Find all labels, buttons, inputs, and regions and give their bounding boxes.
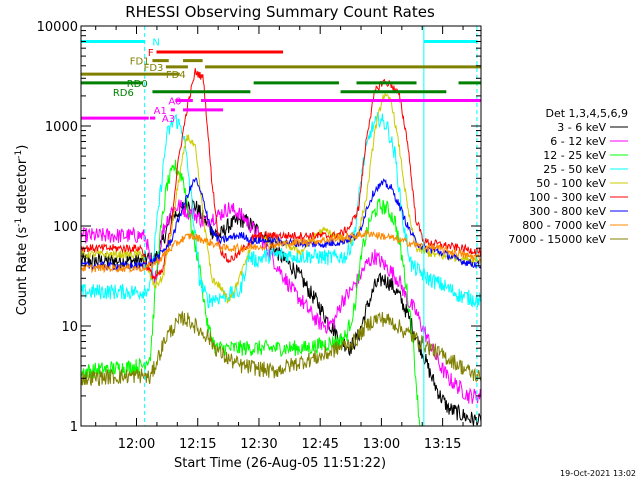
y-tick-label-1: 10 (61, 320, 78, 335)
state-bar-label-f: F (148, 48, 154, 59)
legend-label-5: 100 - 300 keV (529, 191, 606, 204)
x-tick-label-1: 12:15 (179, 437, 216, 452)
legend-label-8: 7000 - 15000 keV (508, 233, 606, 246)
chart-title: RHESSI Observing Summary Count Rates (125, 3, 435, 21)
legend-label-3: 25 - 50 keV (543, 163, 606, 176)
state-bar-label-a0: A0 (168, 96, 181, 107)
series-layer (80, 68, 482, 427)
legend-label-1: 6 - 12 keV (550, 135, 606, 148)
series-line-7 (80, 229, 482, 274)
axes-layer: 12:00 12:15 12:30 12:45 13:00 13:15 1 10 100 1000… (37, 20, 481, 452)
legend-label-2: 12 - 25 keV (543, 149, 606, 162)
y-axis-label-mid: detector (15, 158, 30, 218)
series-line-8 (80, 311, 482, 387)
x-tick-label-0: 12:00 (118, 437, 155, 452)
state-bar-label-a1: A1 (154, 106, 167, 117)
x-tick-label-3: 12:45 (301, 437, 338, 452)
legend-title: Det 1,3,4,5,6,9 (545, 107, 628, 120)
state-bar-label-n: N (152, 37, 159, 48)
y-axis-label-end: ) (15, 145, 30, 150)
y-tick-label-0: 1 (70, 420, 78, 435)
x-axis-label: Start Time (26-Aug-05 11:51:22) (174, 456, 386, 471)
y-axis-label: Count Rate (s-1 detector-1) (14, 145, 30, 316)
x-tick-label-2: 12:30 (240, 437, 277, 452)
y-tick-label-4: 10000 (37, 20, 78, 35)
state-bar-label-rd6: RD6 (113, 88, 134, 99)
series-line-5 (80, 68, 482, 281)
legend-label-4: 50 - 100 keV (536, 177, 606, 190)
legend-label-7: 800 - 7000 keV (522, 219, 606, 232)
y-tick-label-3: 1000 (45, 120, 78, 135)
state-bar-label-fd4: FD4 (166, 70, 186, 81)
y-axis-label-main: Count Rate (s (15, 227, 30, 316)
state-bar-label-fd3: FD3 (144, 63, 164, 74)
state-bar-label-fd1: FD1 (130, 57, 150, 68)
state-bar-label-rd0: RD0 (127, 79, 148, 90)
series-line-3 (80, 112, 482, 309)
y-axis-label-sup1: -1 (14, 218, 24, 227)
legend-label-0: 3 - 6 keV (557, 121, 606, 134)
x-tick-label-4: 13:00 (363, 437, 400, 452)
series-line-1 (80, 199, 482, 404)
state-bar-label-a3: A3 (162, 114, 175, 125)
timestamp: 19-Oct-2021 13:02 (560, 469, 636, 478)
legend-label-6: 300 - 800 keV (529, 205, 606, 218)
y-axis-label-sup2: -1 (14, 150, 24, 159)
y-tick-label-2: 100 (53, 220, 78, 235)
x-tick-label-5: 13:15 (424, 437, 461, 452)
